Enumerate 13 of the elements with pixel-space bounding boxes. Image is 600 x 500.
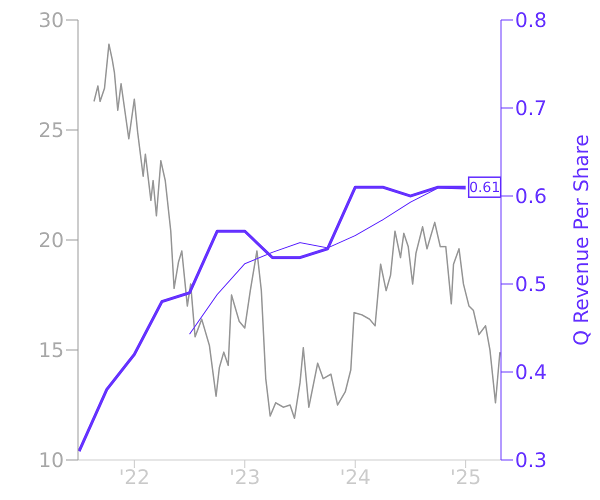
- y-tick-label: 10: [38, 448, 64, 472]
- y-tick-label: 20: [38, 228, 64, 252]
- data-label: 0.61: [469, 180, 500, 196]
- y2-tick-label: 0.6: [515, 184, 547, 208]
- y-tick-label: 15: [38, 338, 64, 362]
- y2-tick-label: 0.4: [515, 360, 547, 384]
- y2-tick-label: 0.7: [515, 96, 547, 120]
- y2-tick-label: 0.5: [515, 272, 547, 296]
- y-tick-label: 25: [38, 118, 64, 142]
- y2-axis-title: Q Revenue Per Share: [569, 134, 594, 346]
- y2-tick-label: 0.3: [515, 448, 547, 472]
- y2-tick-label: 0.8: [515, 8, 547, 32]
- y-tick-label: 30: [38, 8, 64, 32]
